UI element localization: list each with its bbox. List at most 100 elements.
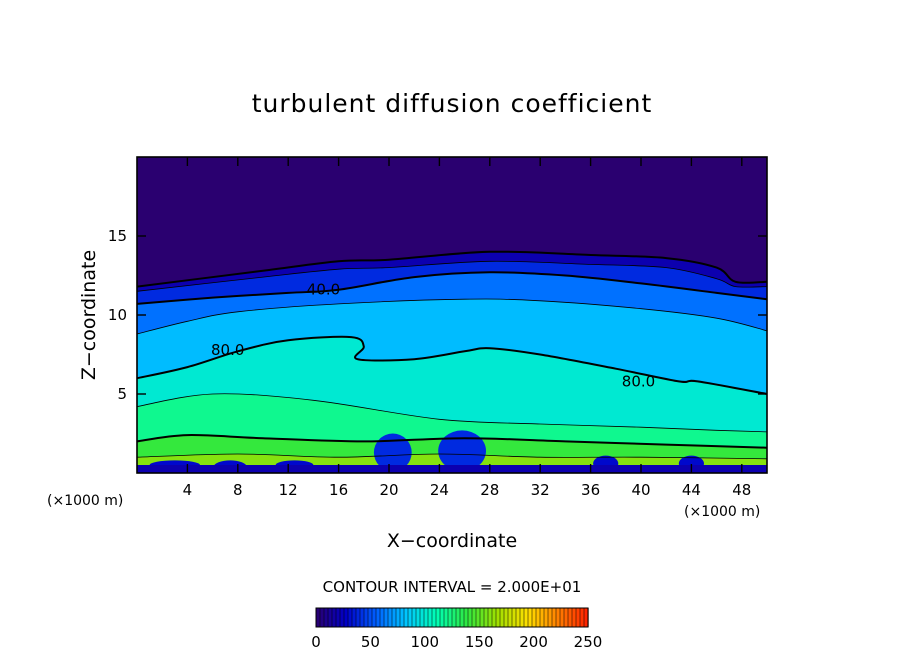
colorbar-cell	[419, 607, 425, 628]
colorbar-cell	[519, 607, 525, 628]
colorbar-cell	[467, 607, 473, 628]
x-unit-right: (×1000 m)	[684, 504, 760, 520]
colorbar-cell	[399, 607, 405, 628]
colorbar-cell	[527, 607, 533, 628]
colorbar-cell	[355, 607, 361, 628]
colorbar-cell	[451, 607, 457, 628]
colorbar-cell	[387, 607, 393, 628]
colorbar-cell	[543, 607, 549, 628]
colorbar-tick-label: 250	[574, 633, 603, 651]
colorbar-cell	[475, 607, 481, 628]
colorbar-cell	[403, 607, 409, 628]
contour-label: 80.0	[211, 341, 244, 359]
colorbar-cell	[567, 607, 573, 628]
x-axis-ticks: 4 8 12 16 20 24 28 32 36 40 44 48	[183, 157, 751, 499]
x-tick-label: 24	[430, 481, 449, 499]
colorbar-cell	[575, 607, 581, 628]
colorbar-cell	[415, 607, 421, 628]
y-axis-label: Z−coordinate	[78, 250, 100, 380]
colorbar-cell	[579, 607, 585, 628]
colorbar-cell	[499, 607, 505, 628]
colorbar-cell	[411, 607, 417, 628]
colorbar-cell	[391, 607, 397, 628]
colorbar-cell	[459, 607, 465, 628]
colorbar-tick-label: 0	[311, 633, 321, 651]
colorbar-cell	[347, 607, 353, 628]
x-tick-label: 40	[631, 481, 650, 499]
colorbar-tick-label: 100	[410, 633, 439, 651]
contour-line	[137, 260, 767, 292]
colorbar-cell	[571, 607, 577, 628]
x-tick-label: 32	[531, 481, 550, 499]
colorbar-cell	[351, 607, 357, 628]
colorbar-tick-label: 50	[361, 633, 380, 651]
colorbar-cell	[439, 607, 445, 628]
colorbar-cell	[443, 607, 449, 628]
colorbar-cell	[363, 607, 369, 628]
contour-line	[137, 453, 767, 460]
colorbar-cell	[479, 607, 485, 628]
x-tick-label: 28	[480, 481, 499, 499]
colorbar-cell	[371, 607, 377, 628]
y-axis-ticks: 5 10 15	[108, 227, 767, 403]
colorbar-cell	[315, 607, 321, 628]
colorbar-cell	[563, 607, 569, 628]
colorbar-cell	[515, 607, 521, 628]
x-tick-label: 8	[233, 481, 243, 499]
colorbar-cell	[379, 607, 385, 628]
colorbar-tick-label: 200	[519, 633, 548, 651]
chart-title: turbulent diffusion coefficient	[252, 89, 653, 118]
x-tick-label: 16	[329, 481, 348, 499]
colorbar-cell	[503, 607, 509, 628]
colorbar-cell	[539, 607, 545, 628]
colorbar-cell	[447, 607, 453, 628]
field-cell	[438, 430, 486, 472]
colorbar-cell	[463, 607, 469, 628]
colorbar-cell	[559, 607, 565, 628]
colorbar-cell	[339, 607, 345, 628]
contour-interval: CONTOUR INTERVAL = 2.000E+01	[323, 578, 582, 596]
colorbar-cell	[367, 607, 373, 628]
colorbar-cell	[531, 607, 537, 628]
x-axis-label: X−coordinate	[387, 530, 517, 552]
contour-line	[137, 298, 767, 335]
colorbar-cell	[555, 607, 561, 628]
y-tick-label: 10	[108, 306, 127, 324]
colorbar-cell	[535, 607, 541, 628]
colorbar-cell	[395, 607, 401, 628]
contour-line	[137, 393, 767, 433]
field-band	[137, 157, 767, 287]
y-tick-label: 15	[108, 227, 127, 245]
colorbar-cell	[327, 607, 333, 628]
colorbar-cell	[323, 607, 329, 628]
colorbar: 0 50 100 150 200 250	[311, 607, 603, 651]
colorbar-cell	[487, 607, 493, 628]
contour-line	[137, 335, 767, 395]
colorbar-cell	[551, 607, 557, 628]
colorbar-cell	[343, 607, 349, 628]
x-tick-label: 20	[379, 481, 398, 499]
x-tick-label: 4	[183, 481, 193, 499]
x-tick-label: 12	[279, 481, 298, 499]
contour-label: 80.0	[622, 372, 655, 390]
colorbar-cell	[319, 607, 325, 628]
colorbar-cell	[331, 607, 337, 628]
colorbar-cell	[547, 607, 553, 628]
contour-line	[137, 250, 767, 288]
colorbar-cell	[375, 607, 381, 628]
contour-line	[137, 434, 767, 449]
colorbar-cell	[435, 607, 441, 628]
colorbar-tick-label: 150	[465, 633, 494, 651]
colorbar-cell	[407, 607, 413, 628]
field-cell	[373, 433, 412, 472]
colorbar-cell	[383, 607, 389, 628]
colorbar-cell	[455, 607, 461, 628]
contour-label: 40.0	[307, 281, 340, 299]
colorbar-cell	[495, 607, 501, 628]
colorbar-cell	[335, 607, 341, 628]
colorbar-cell	[471, 607, 477, 628]
x-tick-label: 36	[581, 481, 600, 499]
colorbar-cell	[431, 607, 437, 628]
contour-line	[137, 271, 767, 305]
